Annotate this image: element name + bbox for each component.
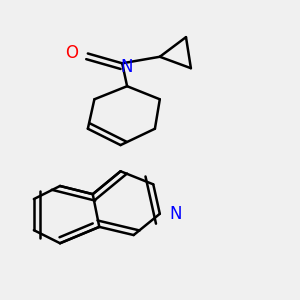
Text: N: N	[169, 205, 182, 223]
Text: O: O	[65, 44, 78, 62]
Text: N: N	[121, 58, 133, 76]
